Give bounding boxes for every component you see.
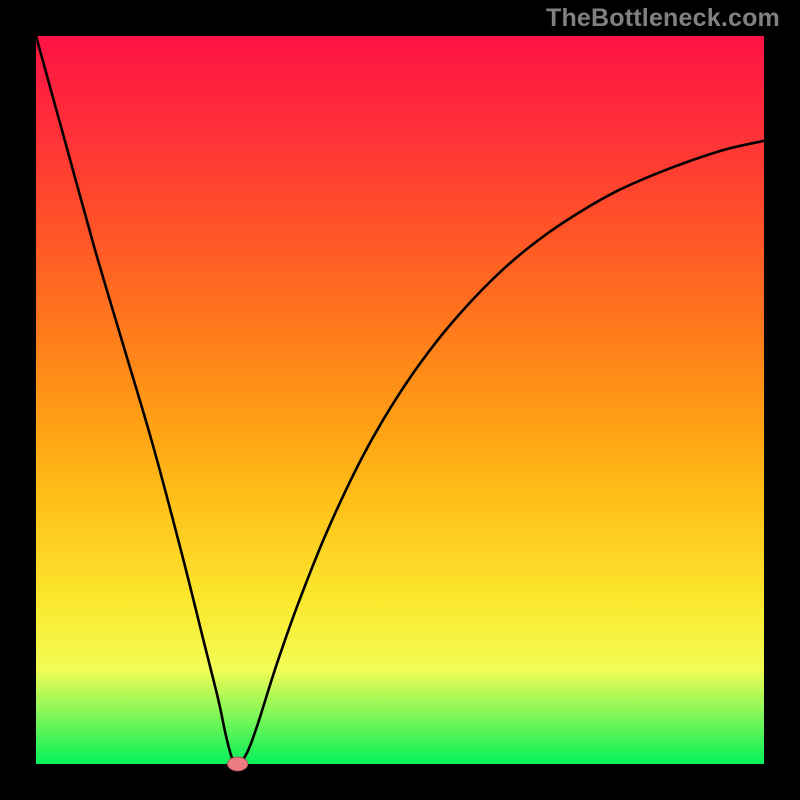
curve-right-branch <box>241 141 764 763</box>
minimum-marker <box>227 757 247 771</box>
curve-left-branch <box>36 36 234 763</box>
chart-svg <box>0 0 800 800</box>
watermark-text: TheBottleneck.com <box>546 4 780 33</box>
